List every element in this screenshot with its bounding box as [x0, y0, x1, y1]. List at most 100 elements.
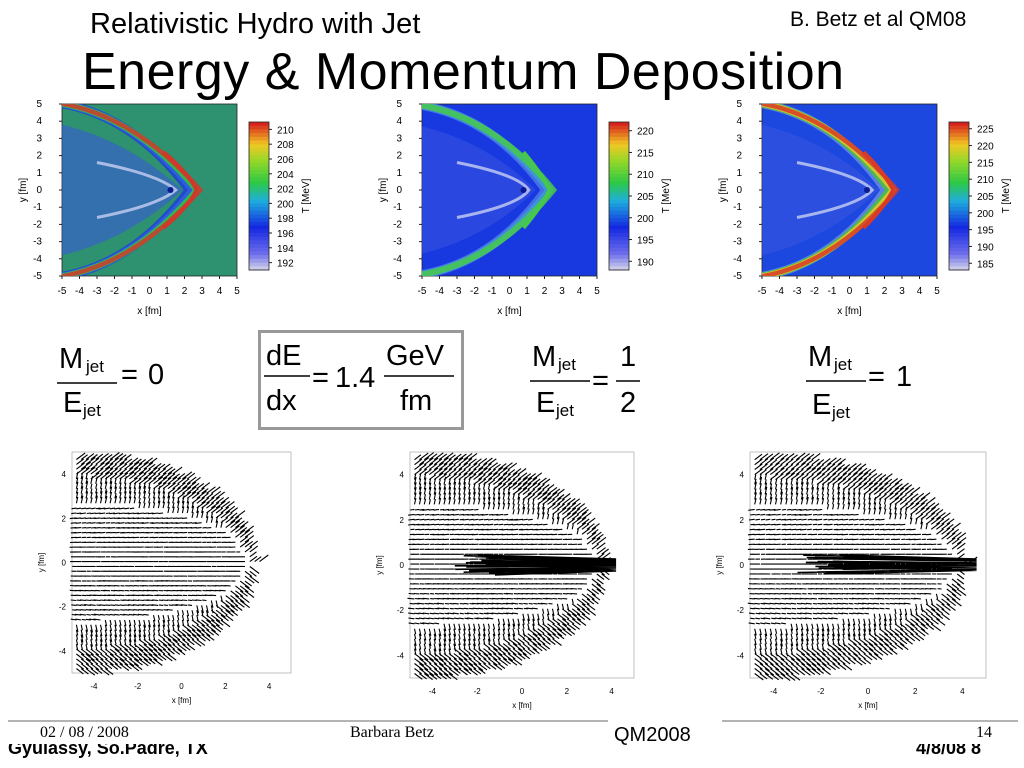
eq2-dE: dE [266, 340, 301, 372]
colorbar-segment [609, 166, 629, 171]
y-tick-label: 5 [736, 99, 742, 110]
colorbar-segment [249, 214, 269, 219]
y-tick-label: 0 [736, 185, 742, 196]
y-tick-label: -2 [393, 219, 402, 230]
colorbar-tick-label: 206 [277, 155, 294, 166]
colorbar-segment [609, 207, 629, 212]
colorbar-segment [609, 218, 629, 223]
colorbar-segment [609, 258, 629, 264]
x-tick-label: 4 [267, 682, 272, 691]
colorbar-tick-label: 215 [977, 158, 994, 169]
x-tick-label: -4 [435, 286, 444, 297]
colorbar-segment [609, 133, 629, 138]
y-tick-label: 5 [396, 99, 402, 110]
heatmap-inner-region [422, 126, 536, 254]
colorbar-segment [249, 262, 269, 267]
heatmap-field [762, 104, 900, 276]
colorbar-segment [609, 225, 629, 230]
y-tick-label: 0 [740, 561, 745, 570]
y-tick-label: -2 [33, 219, 42, 230]
energy-loss-box [258, 330, 464, 430]
bottom-overlay-left: Gyulassy, So.Padre, TX [8, 744, 208, 758]
jet-streak [797, 554, 977, 575]
colorbar-segment [949, 155, 969, 160]
colorbar-segment [949, 247, 969, 253]
colorbar-segment [249, 136, 269, 142]
x-tick-label: -2 [817, 687, 825, 696]
eq3-rhs-den: 2 [620, 387, 636, 419]
colorbar-segment [609, 214, 629, 219]
vector-field-panel-2: -4 -2 0 2 4 4 2 0 -2 -4 x [fm] y [fm] [375, 451, 635, 710]
y-axis-label: y [fm] [18, 178, 29, 203]
colorbar-segment [949, 188, 969, 193]
x-tick-label: 2 [882, 286, 888, 297]
colorbar-tick-label: 204 [277, 170, 294, 181]
colorbar-segment [249, 151, 269, 156]
y-tick-label: -4 [59, 647, 67, 656]
colorbar-segment [949, 144, 969, 149]
colorbar-segment [249, 155, 269, 160]
colorbar-segment [949, 184, 969, 190]
x-tick-label: 4 [917, 286, 923, 297]
colorbar-segment [949, 266, 969, 271]
colorbar-tick-label: 220 [637, 127, 654, 138]
y-tick-label: -5 [393, 271, 402, 282]
colorbar-segment [949, 251, 969, 256]
x-tick-label: 4 [577, 286, 583, 297]
colorbar-segment [609, 159, 629, 164]
y-tick-label: 3 [396, 133, 402, 144]
x-tick-label: 2 [565, 687, 570, 696]
colorbar-segment [249, 140, 269, 145]
eq2-unit-num: GeV [386, 340, 445, 372]
page-title: Energy & Momentum Deposition [82, 43, 845, 101]
heatmap-jet-source [520, 187, 527, 193]
x-tick-label: 2 [913, 687, 918, 696]
colorbar-segment [949, 199, 969, 204]
colorbar-tick-label: 185 [977, 259, 994, 270]
vector-field-panel-1: -4 -2 0 2 4 4 2 0 -2 -4 x [fm] y [fm] [37, 451, 292, 705]
footer-presenter: Barbara Betz [350, 724, 434, 741]
colorbar-segment [949, 192, 969, 197]
bottom-overlay-strip: Gyulassy, So.Padre, TX 4/8/08 8 [0, 744, 1024, 768]
colorbar-segment [609, 140, 629, 145]
colorbar-segment [949, 147, 969, 153]
eq1-rhs: 0 [148, 359, 164, 391]
y-tick-label: -3 [393, 237, 402, 248]
x-axis-label: x [fm] [837, 306, 862, 317]
x-tick-label: 3 [899, 286, 905, 297]
colorbar-segment [609, 192, 629, 197]
colorbar-segment [609, 122, 629, 127]
eq1-denominator: E [63, 387, 82, 419]
colorbar-segment [249, 144, 269, 149]
colorbar-tick-label: 198 [277, 214, 294, 225]
colorbar-segment [609, 136, 629, 142]
x-tick-label: -2 [474, 687, 482, 696]
heatmap-inner-region [762, 124, 880, 256]
x-tick-label: 0 [147, 286, 153, 297]
colorbar-tick-label: 215 [637, 148, 654, 159]
colorbar-segment [609, 221, 629, 227]
vector-field-arrows [747, 452, 978, 682]
colorbar-segment [949, 207, 969, 212]
colorbar-segment [949, 159, 969, 164]
heatmap-inner-region [62, 124, 183, 256]
heatmap-field [422, 104, 558, 276]
y-tick-label: 2 [62, 514, 67, 523]
footer-date: 02 / 08 / 2008 [40, 724, 129, 741]
heatmap-cold-streak [96, 161, 179, 219]
x-tick-label: -1 [128, 286, 137, 297]
colorbar-segment [949, 122, 969, 127]
y-tick-label: 4 [36, 116, 42, 127]
colorbar-label: T [MeV] [661, 178, 672, 213]
y-tick-label: 2 [36, 151, 42, 162]
colorbar-segment [249, 173, 269, 179]
colorbar-segment [249, 247, 269, 253]
colorbar-tick-label: 205 [977, 192, 994, 203]
eq3-equals: = [592, 365, 609, 397]
y-tick-label: -5 [733, 271, 742, 282]
x-tick-label: 5 [234, 286, 240, 297]
x-tick-label: -1 [488, 286, 497, 297]
x-tick-label: -2 [470, 286, 479, 297]
x-axis-label: x [fm] [512, 701, 532, 710]
colorbar-segment [249, 229, 269, 234]
